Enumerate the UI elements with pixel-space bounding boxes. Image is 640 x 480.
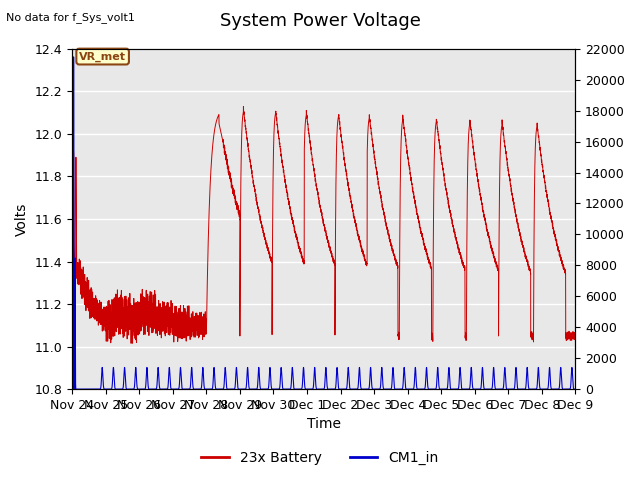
Legend: 23x Battery, CM1_in: 23x Battery, CM1_in	[196, 445, 444, 471]
Text: System Power Voltage: System Power Voltage	[220, 12, 420, 30]
X-axis label: Time: Time	[307, 418, 340, 432]
Text: VR_met: VR_met	[79, 51, 126, 62]
Y-axis label: Volts: Volts	[15, 202, 29, 236]
Text: No data for f_Sys_volt1: No data for f_Sys_volt1	[6, 12, 135, 23]
